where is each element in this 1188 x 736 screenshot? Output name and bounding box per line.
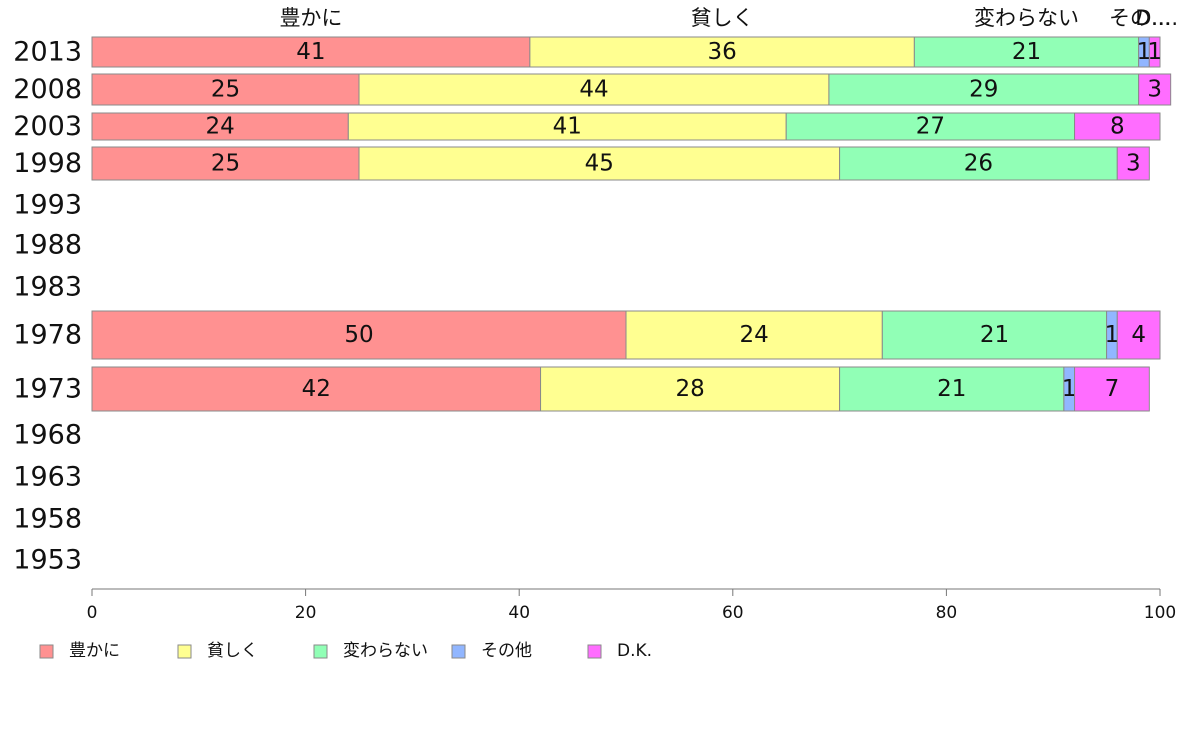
- bar-segment: [625, 310, 883, 360]
- bar-segment: [881, 310, 1108, 360]
- bar-value-label: 41: [296, 39, 325, 65]
- bar-value-label: 50: [344, 322, 373, 348]
- legend-swatch: [177, 644, 192, 659]
- x-tick-label: 80: [936, 603, 958, 623]
- bar-value-label: 1: [1105, 322, 1120, 348]
- bar-segment: [91, 146, 360, 181]
- top-category-label: 豊かに: [279, 6, 342, 30]
- x-tick-label: 40: [508, 603, 530, 623]
- bar-value-label: 26: [964, 151, 993, 177]
- bar-segment: [1116, 310, 1161, 360]
- bar-segment: [1138, 73, 1172, 106]
- bar-segment: [347, 112, 787, 141]
- bar-segment: [839, 146, 1118, 181]
- bar-value-label: 24: [740, 322, 769, 348]
- bar-value-label: 3: [1147, 77, 1162, 103]
- legend-label: 貧しく: [207, 641, 258, 661]
- bar-value-label: 1: [1062, 376, 1077, 402]
- bar-value-label: 44: [579, 77, 608, 103]
- bar-value-label: 27: [916, 114, 945, 140]
- bar-value-label: 21: [1012, 39, 1041, 65]
- year-label: 1998: [13, 148, 82, 179]
- x-tick-label: 100: [1144, 603, 1176, 623]
- bar-value-label: 1: [1147, 39, 1162, 65]
- legend-swatch: [451, 644, 466, 659]
- bar-value-label: 3: [1126, 151, 1141, 177]
- bar-value-label: 21: [937, 376, 966, 402]
- year-label: 2003: [13, 111, 82, 142]
- bar-value-label: 45: [585, 151, 614, 177]
- bar-value-label: 1: [1137, 39, 1152, 65]
- bar-segment: [1074, 366, 1150, 412]
- year-label: 1953: [13, 545, 82, 576]
- bar-segment: [358, 146, 841, 181]
- top-category-labels: 豊かに 貧しく 変わらない その...D....: [279, 6, 1178, 30]
- legend-label: D.K.: [617, 641, 652, 661]
- year-label: 1988: [13, 230, 82, 261]
- bar-value-label: 28: [675, 376, 704, 402]
- bar-value-label: 36: [707, 39, 736, 65]
- year-label: 1968: [13, 420, 82, 451]
- bar-value-label: 25: [211, 151, 240, 177]
- year-label: 1978: [13, 320, 82, 351]
- legend-label: 変わらない: [343, 641, 428, 661]
- bar-segment: [1148, 36, 1161, 68]
- bar-value-label: 4: [1131, 322, 1146, 348]
- bar-value-label: 25: [211, 77, 240, 103]
- top-category-label: その...: [1109, 6, 1171, 30]
- x-axis: 0 20 40 60 80 100: [87, 588, 1176, 623]
- year-label: 1973: [13, 374, 82, 405]
- legend-label: その他: [481, 641, 532, 661]
- year-label: 1983: [13, 272, 82, 303]
- top-category-label: D....: [1135, 6, 1178, 30]
- year-label: 2008: [13, 74, 82, 105]
- x-tick-label: 20: [295, 603, 317, 623]
- bar-segment: [1116, 146, 1150, 181]
- bar-value-label: 8: [1110, 114, 1125, 140]
- top-category-label: 貧しく: [691, 6, 754, 30]
- bar-segment: [839, 366, 1065, 412]
- legend-swatch: [39, 644, 54, 659]
- bar-value-label: 42: [302, 376, 331, 402]
- top-category-label: 変わらない: [974, 6, 1079, 30]
- year-label: 1993: [13, 190, 82, 221]
- bar-segment: [91, 36, 531, 68]
- bar-value-label: 24: [206, 114, 235, 140]
- year-label: 2013: [13, 37, 82, 68]
- legend-label: 豊かに: [69, 641, 120, 661]
- bar-value-label: 7: [1105, 376, 1120, 402]
- bar-value-label: 21: [980, 322, 1009, 348]
- year-label: 1958: [13, 504, 82, 535]
- year-axis-labels: 2013 2008 2003 1998 1993 1988 1983 1978 1973 1968…: [13, 37, 82, 576]
- bar-segment: [91, 310, 627, 360]
- legend-swatch: [587, 644, 602, 659]
- bar-segment: [91, 366, 542, 412]
- year-label: 1963: [13, 462, 82, 493]
- bar-segment: [828, 73, 1140, 106]
- bar-value-label: 41: [553, 114, 582, 140]
- legend-swatch: [313, 644, 328, 659]
- legend: 豊かに 貧しく 変わらない その他 D.K.: [39, 641, 652, 661]
- bar-value-label: 29: [969, 77, 998, 103]
- bar-segment: [1074, 112, 1161, 141]
- bar-segment: [540, 366, 841, 412]
- bar-segment: [913, 36, 1140, 68]
- x-tick-label: 0: [87, 603, 98, 623]
- x-tick-label: 60: [722, 603, 744, 623]
- bar-segment: [529, 36, 915, 68]
- bar-segment: [91, 112, 349, 141]
